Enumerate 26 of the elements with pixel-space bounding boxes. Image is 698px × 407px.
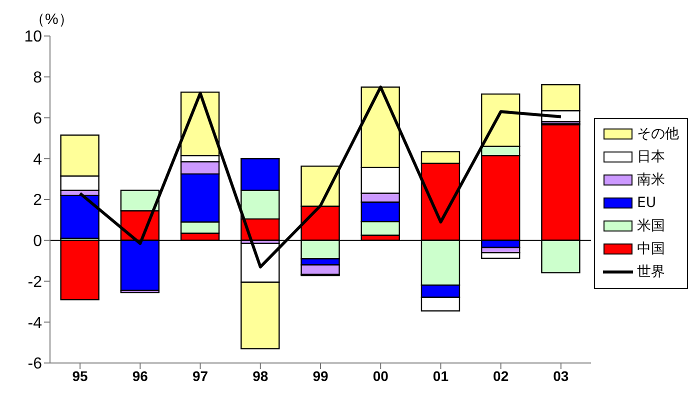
- y-axis-title: （%）: [30, 10, 74, 29]
- legend-label: 中国: [637, 240, 665, 258]
- x-tick-label: 96: [132, 368, 148, 384]
- y-tick-label: 0: [33, 233, 42, 250]
- x-tick-label: 95: [72, 368, 88, 384]
- x-tick-label: 03: [553, 368, 569, 384]
- x-tick-label: 99: [312, 368, 328, 384]
- x-tick-label: 98: [252, 368, 268, 384]
- y-tick-label: 2: [33, 192, 42, 210]
- y-tick-label: 8: [33, 70, 42, 87]
- legend-label: EU: [637, 195, 656, 211]
- x-tick-label: 97: [192, 368, 208, 384]
- y-tick-label: -4: [28, 314, 42, 332]
- x-tick-label: 00: [372, 368, 389, 384]
- y-tick-label: 4: [33, 151, 42, 168]
- y-tick-label: 10: [24, 28, 42, 46]
- legend-label: その他: [637, 125, 679, 143]
- legend-label: 米国: [637, 217, 665, 235]
- legend-label: 日本: [637, 148, 665, 166]
- legend-label: 南米: [637, 171, 665, 189]
- y-tick-label: -6: [28, 356, 42, 373]
- x-tick-label: 02: [493, 368, 509, 384]
- x-tick-label: 01: [432, 368, 449, 384]
- legend-label: 世界: [637, 263, 665, 281]
- y-tick-label: 6: [33, 110, 42, 128]
- y-tick-label: -2: [28, 274, 42, 291]
